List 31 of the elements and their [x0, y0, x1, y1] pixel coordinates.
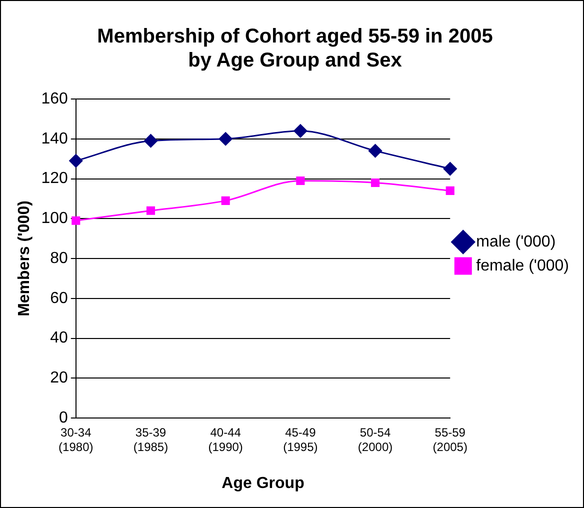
- y-tick-label: 0: [58, 409, 68, 426]
- legend-label: male ('000): [476, 233, 556, 250]
- x-tick-label: 55-59 (2005): [432, 426, 468, 454]
- point: [370, 178, 380, 188]
- point: [368, 144, 382, 158]
- point: [443, 162, 457, 176]
- legend-label: female ('000): [476, 257, 569, 274]
- point: [221, 196, 230, 205]
- chart-title: Membership of Cohort aged 55-59 in 2005 by Age Group and Sex: [97, 26, 493, 72]
- y-tick-label: 40: [50, 330, 68, 347]
- point: [294, 124, 308, 138]
- point: [296, 176, 305, 186]
- y-tick-label: 20: [50, 370, 68, 387]
- y-tick-label: 80: [50, 250, 68, 267]
- y-tick-label: 100: [41, 210, 68, 228]
- y-tick-label: 140: [41, 130, 68, 148]
- point: [144, 134, 158, 148]
- y-tick-label: 160: [41, 90, 68, 108]
- x-tick-label: 45-49 (1995): [283, 426, 318, 454]
- y-tick-label: 60: [50, 290, 68, 307]
- x-tick-label: 35-39 (1985): [133, 426, 168, 454]
- y-axis-title: Members ('000): [16, 200, 34, 316]
- x-tick-label: 50-54 (2000): [358, 426, 393, 454]
- x-tick-label: 40-44 (1990): [208, 426, 243, 454]
- x-axis-title: Age Group: [222, 474, 305, 492]
- point: [69, 154, 83, 168]
- point: [218, 132, 232, 146]
- point: [146, 206, 156, 215]
- point: [446, 186, 454, 195]
- x-tick-label: 30-34 (1980): [58, 426, 94, 454]
- y-tick-label: 120: [41, 170, 68, 188]
